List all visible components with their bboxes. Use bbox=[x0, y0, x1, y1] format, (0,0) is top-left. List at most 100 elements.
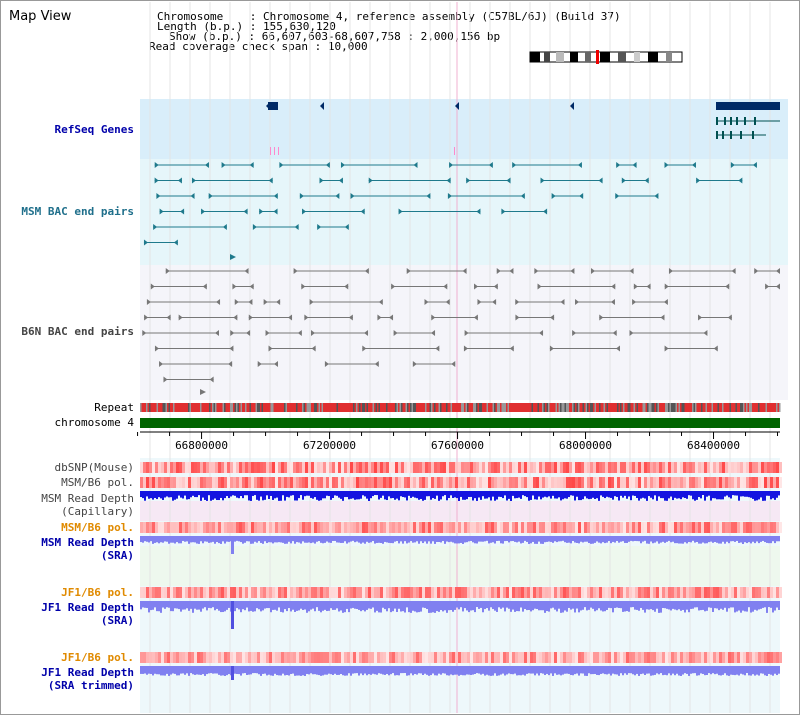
repeat-mark bbox=[752, 403, 754, 412]
msm-b6-pol-cell bbox=[479, 477, 482, 488]
track-label-chromosome: chromosome 4 bbox=[54, 416, 134, 429]
msm-depth-capillary-bar bbox=[508, 491, 510, 499]
msm-b6-pol-cell bbox=[533, 522, 536, 533]
dbsnp-cell bbox=[734, 462, 737, 473]
msm-depth-sra-bar bbox=[254, 536, 256, 542]
msm-depth-sra-bar bbox=[496, 536, 498, 541]
track-label-msm-bac[interactable]: MSM BAC end pairs bbox=[21, 205, 134, 218]
repeat-mark bbox=[360, 403, 362, 412]
msm-depth-capillary-bar bbox=[348, 491, 350, 500]
jf1-b6-pol-cell bbox=[662, 652, 665, 663]
msm-depth-capillary-bar bbox=[270, 491, 272, 496]
gene-exon bbox=[730, 131, 732, 139]
msm-b6-pol-cell bbox=[392, 477, 395, 488]
msm-depth-capillary-bar bbox=[464, 491, 466, 500]
jf1-b6-pol-cell bbox=[584, 652, 587, 663]
repeat-mark bbox=[464, 403, 466, 412]
jf1-b6-pol-cell bbox=[602, 652, 605, 663]
jf1-depth-sra-bar bbox=[756, 601, 758, 611]
msm-b6-pol-cell bbox=[404, 477, 407, 488]
jf1-depth-sra-bar bbox=[396, 601, 398, 612]
msm-depth-sra-bar bbox=[500, 536, 502, 544]
jf1-depth-sra-bar bbox=[576, 601, 578, 609]
msm-b6-pol-cell bbox=[224, 522, 227, 533]
msm-bac-end bbox=[501, 208, 506, 215]
msm-b6-pol-cell bbox=[584, 522, 587, 533]
repeat-mark bbox=[236, 403, 238, 412]
repeat-mark bbox=[444, 403, 446, 412]
msm-b6-pol-cell bbox=[455, 477, 458, 488]
msm-b6-pol-cell bbox=[521, 477, 524, 488]
repeat-mark bbox=[662, 403, 664, 412]
jf1-depth-trimmed-bar bbox=[280, 666, 282, 676]
jf1-b6-pol-cell bbox=[320, 652, 323, 663]
repeat-mark bbox=[339, 403, 341, 412]
jf1-b6-pol-cell bbox=[458, 587, 461, 598]
msm-b6-pol-cell bbox=[536, 522, 539, 533]
jf1-depth-trimmed-bar bbox=[484, 666, 486, 676]
jf1-b6-pol-cell bbox=[278, 652, 281, 663]
jf1-depth-sra-bar bbox=[716, 601, 718, 609]
dbsnp-cell bbox=[581, 462, 584, 473]
msm-b6-pol-cell bbox=[572, 477, 575, 488]
jf1-depth-trimmed-bar bbox=[290, 666, 292, 675]
msm-depth-sra-bar bbox=[156, 536, 158, 543]
jf1-depth-trimmed-bar bbox=[720, 666, 722, 676]
jf1-depth-sra-bar bbox=[448, 601, 450, 611]
msm-bac-end bbox=[398, 208, 403, 215]
repeat-mark bbox=[755, 403, 757, 412]
b6n-bac-end bbox=[246, 330, 251, 336]
jf1-depth-trimmed-bar bbox=[264, 666, 266, 674]
msm-b6-pol-cell bbox=[416, 522, 419, 533]
jf1-depth-sra-bar bbox=[768, 601, 770, 608]
dbsnp-cell bbox=[521, 462, 524, 473]
repeat-mark bbox=[753, 403, 755, 412]
msm-depth-sra-bar bbox=[318, 536, 320, 542]
jf1-b6-pol-cell bbox=[677, 587, 680, 598]
jf1-depth-trimmed-bar bbox=[206, 666, 208, 675]
jf1-b6-pol-cell bbox=[650, 587, 653, 598]
repeat-mark bbox=[146, 403, 148, 412]
jf1-b6-pol-cell bbox=[755, 587, 758, 598]
chromosome-bar bbox=[140, 418, 780, 428]
jf1-depth-sra-bar bbox=[492, 601, 494, 610]
msm-b6-pol-cell bbox=[557, 522, 560, 533]
jf1-b6-pol-cell bbox=[590, 587, 593, 598]
jf1-b6-pol-cell bbox=[170, 587, 173, 598]
msm-depth-sra-bar bbox=[628, 536, 630, 542]
msm-depth-capillary-bar bbox=[604, 491, 606, 499]
msm-b6-pol-cell bbox=[527, 477, 530, 488]
jf1-b6-pol-cell bbox=[521, 587, 524, 598]
jf1-b6-pol-cell bbox=[167, 652, 170, 663]
jf1-b6-pol-cell bbox=[299, 652, 302, 663]
b6n-bac-end bbox=[493, 283, 498, 290]
track-label-b6n-bac[interactable]: B6N BAC end pairs bbox=[21, 325, 134, 338]
msm-bac-end bbox=[654, 193, 659, 199]
jf1-b6-pol-cell bbox=[503, 652, 506, 663]
msm-b6-pol-cell bbox=[272, 522, 275, 533]
msm-depth-capillary-bar bbox=[522, 491, 524, 496]
msm-b6-pol-cell bbox=[320, 522, 323, 533]
dbsnp-cell bbox=[413, 462, 416, 473]
jf1-depth-sra-bar bbox=[148, 601, 150, 613]
msm-depth-sra-bar bbox=[612, 536, 614, 542]
jf1-b6-pol-cell bbox=[344, 652, 347, 663]
b6n-bac-end bbox=[301, 283, 306, 290]
jf1-b6-pol-cell bbox=[704, 652, 707, 663]
repeat-mark bbox=[758, 403, 760, 412]
msm-b6-pol-cell bbox=[464, 477, 467, 488]
msm-b6-pol-cell bbox=[335, 522, 338, 533]
dbsnp-cell bbox=[329, 462, 332, 473]
axis-tick-label: 68000000 bbox=[559, 439, 612, 452]
repeat-mark bbox=[254, 403, 256, 412]
jf1-b6-pol-cell bbox=[728, 652, 731, 663]
track-label-jf1-depth-sra-sub: (SRA) bbox=[100, 614, 134, 627]
msm-bac-end bbox=[252, 224, 257, 230]
jf1-depth-sra-bar bbox=[634, 601, 636, 610]
msm-depth-capillary-bar bbox=[362, 491, 364, 496]
b6n-bac-end bbox=[311, 345, 316, 352]
track-label-refseq[interactable]: RefSeq Genes bbox=[54, 123, 134, 136]
jf1-depth-trimmed-bar bbox=[490, 666, 492, 676]
jf1-b6-pol-cell bbox=[692, 587, 695, 598]
